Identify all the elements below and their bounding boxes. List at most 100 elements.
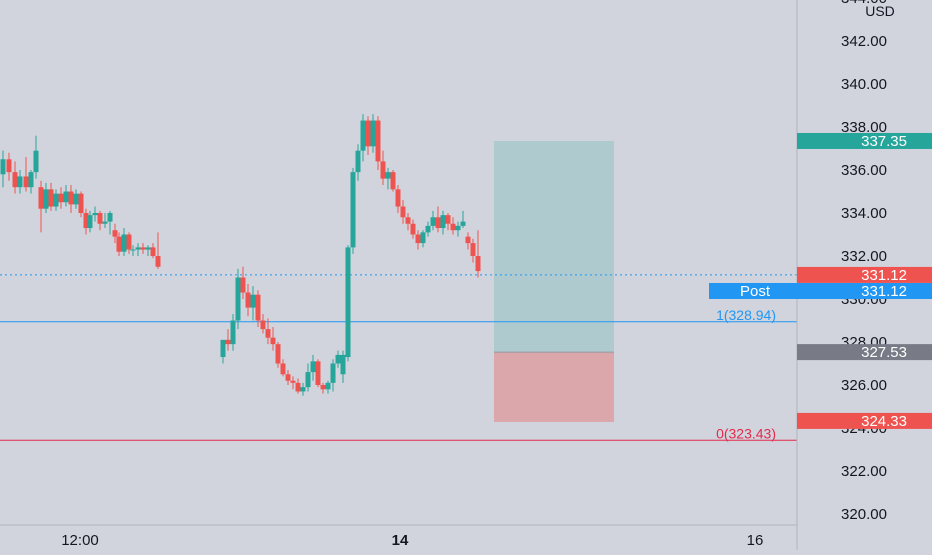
candle[interactable] [270,326,276,351]
post-market-badge: Post 331.12 [709,283,932,300]
candle[interactable] [325,380,331,394]
candle[interactable] [73,189,79,209]
candle[interactable] [53,189,59,211]
candle[interactable] [455,221,461,237]
post-tag: Post [740,283,771,300]
candle[interactable] [305,363,311,392]
candle[interactable] [450,217,456,235]
candle[interactable] [245,283,251,317]
candle[interactable] [385,167,391,190]
candle[interactable] [255,290,261,327]
candle[interactable] [68,185,74,213]
candle[interactable] [415,230,421,250]
candle[interactable] [360,114,366,162]
candle[interactable] [150,243,156,259]
candle[interactable] [345,245,351,362]
candle[interactable] [155,232,161,269]
candle[interactable] [220,339,226,364]
candle[interactable] [475,230,481,278]
candle[interactable] [430,210,436,231]
candle[interactable] [420,230,426,248]
candle[interactable] [6,152,12,181]
candle[interactable] [250,286,256,321]
candle[interactable] [121,228,127,256]
candle[interactable] [365,116,371,155]
stop-zone[interactable] [494,352,614,422]
candle[interactable] [28,170,34,194]
candle[interactable] [140,243,146,254]
candle[interactable] [240,266,246,299]
candle[interactable] [38,180,44,233]
candle[interactable] [340,350,346,383]
candle[interactable] [92,206,98,222]
candle[interactable] [23,157,29,192]
candle[interactable] [126,232,132,254]
candle[interactable] [265,318,271,345]
candle[interactable] [230,314,236,351]
candle[interactable] [350,167,356,254]
candle[interactable] [135,243,141,256]
candle[interactable] [440,210,446,235]
candle[interactable] [97,210,103,231]
candle[interactable] [107,210,113,235]
candle[interactable] [405,213,411,231]
candle[interactable] [400,200,406,224]
candle[interactable] [0,150,6,188]
post-price-label: 331.12 [861,283,907,300]
candle[interactable] [390,170,396,192]
candle[interactable] [300,382,306,396]
candle[interactable] [310,354,316,381]
candle[interactable] [380,150,386,186]
candle[interactable] [17,170,23,194]
candle[interactable] [116,232,122,256]
candle[interactable] [315,359,321,388]
candle[interactable] [460,210,466,229]
candle[interactable] [375,116,381,170]
last-price-badge: 331.12 [797,266,932,284]
candle[interactable] [12,161,18,194]
price-tick: 326.00 [841,377,887,394]
target-price-badge: 337.35 [797,132,932,150]
target-zone[interactable] [494,140,614,353]
candle[interactable] [295,378,301,394]
candle[interactable] [48,182,54,211]
stop-price-label: 324.33 [861,413,907,430]
candle[interactable] [43,182,49,213]
candle[interactable] [285,369,291,385]
candle[interactable] [33,135,39,179]
candle[interactable] [410,219,416,239]
candle[interactable] [102,213,108,229]
candle[interactable] [145,245,151,256]
candle[interactable] [465,232,471,250]
candle[interactable] [425,221,431,237]
candle[interactable] [280,359,286,377]
candle[interactable] [290,376,296,390]
candle[interactable] [355,144,361,181]
candle[interactable] [235,268,241,330]
stop-price-badge: 324.33 [797,412,932,430]
candle[interactable] [112,223,118,244]
candle[interactable] [395,185,401,213]
candle[interactable] [63,185,69,207]
candle[interactable] [83,208,89,235]
candle[interactable] [78,191,84,218]
candle[interactable] [335,350,341,368]
price-tick: 320.00 [841,506,887,523]
candle[interactable] [445,213,451,231]
candle[interactable] [130,245,136,256]
candle[interactable] [275,342,281,368]
candle[interactable] [320,382,326,394]
candle[interactable] [470,238,476,263]
candle[interactable] [260,314,266,334]
candle[interactable] [330,359,336,392]
candle[interactable] [225,329,231,351]
candle[interactable] [58,187,64,209]
candle[interactable] [370,114,376,153]
time-tick-14: 14 [392,532,409,549]
price-tick: 344.00 [841,0,887,7]
candles[interactable] [0,114,481,396]
candle[interactable] [435,206,441,233]
candle[interactable] [87,210,93,233]
